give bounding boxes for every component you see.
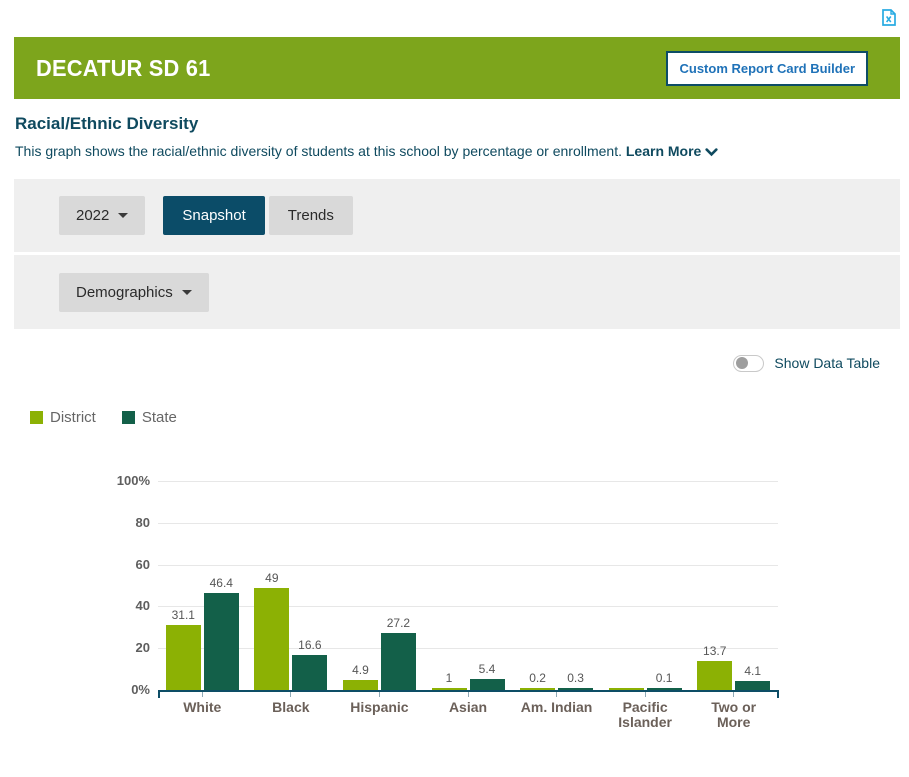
year-dropdown-value: 2022 <box>76 207 110 224</box>
main-content: Racial/Ethnic Diversity This graph shows… <box>0 114 909 743</box>
bar-value-label: 13.7 <box>703 644 727 659</box>
bar-district-two-or-more[interactable] <box>697 661 733 690</box>
bar-district-black[interactable] <box>254 587 290 690</box>
bar-value-label: 49 <box>265 570 279 585</box>
y-axis-tick-label: 100% <box>116 473 150 488</box>
chevron-down-icon <box>705 148 718 157</box>
gridline <box>158 522 778 524</box>
excel-export-icon[interactable] <box>882 9 896 26</box>
bar-district-white[interactable] <box>165 625 201 690</box>
bar-value-label: 46.4 <box>209 576 233 591</box>
bar-district-pacific-islander[interactable] <box>608 688 644 690</box>
tab-snapshot[interactable]: Snapshot <box>163 196 265 235</box>
learn-more-link[interactable]: Learn More <box>626 143 718 159</box>
category-label: Two or More <box>711 699 757 730</box>
bar-value-label: 27.2 <box>386 616 411 631</box>
bar-value-label: 31.1 <box>171 608 195 622</box>
bar-value-label: 16.6 <box>298 638 322 653</box>
demographics-dropdown-value: Demographics <box>76 283 173 301</box>
axis-end-tick <box>777 692 779 698</box>
custom-report-card-builder-button[interactable]: Custom Report Card Builder <box>666 50 868 86</box>
data-table-toggle-row: Show Data Table <box>0 350 909 376</box>
topbar <box>0 0 909 37</box>
caret-down-icon <box>118 213 129 218</box>
category-tick <box>733 692 735 697</box>
x-axis-line <box>158 690 779 692</box>
category-label: Pacific Islander <box>618 699 672 730</box>
category-label: Black <box>272 699 310 715</box>
gridline <box>158 606 778 608</box>
bar-chart: 100% 80 60 40 20 0% 31.1 46.4 White 49 16.6 Black 4.… <box>0 448 909 743</box>
gridline <box>158 564 778 566</box>
section-description: This graph shows the racial/ethnic diver… <box>15 143 909 159</box>
category-tick <box>467 692 469 697</box>
y-axis-tick-label: 20 <box>135 640 150 656</box>
category-tick <box>201 692 203 697</box>
category-tick <box>556 692 558 697</box>
caret-down-icon <box>181 289 192 295</box>
bar-state-black[interactable] <box>292 655 328 690</box>
show-data-table-toggle[interactable] <box>733 354 765 372</box>
show-data-table-label: Show Data Table <box>774 355 880 371</box>
demographics-dropdown[interactable]: Demographics <box>59 272 209 312</box>
category-label: Am. Indian <box>520 699 593 715</box>
year-and-view-controls: 2022 Snapshot Trends <box>14 179 900 252</box>
district-title: DECATUR SD 61 <box>36 54 211 81</box>
gridline <box>158 648 778 650</box>
bar-value-label: 4.9 <box>352 662 369 677</box>
category-label: Hispanic <box>350 699 409 715</box>
bar-state-white[interactable] <box>203 593 239 690</box>
axis-end-tick <box>158 692 160 698</box>
section-title: Racial/Ethnic Diversity <box>15 114 199 133</box>
chart-legend: District State <box>30 409 909 426</box>
category-controls: Demographics <box>14 255 900 329</box>
toggle-knob <box>736 357 749 369</box>
bar-district-am-indian[interactable] <box>520 688 556 690</box>
bar-value-label: 5.4 <box>478 661 496 676</box>
y-axis-tick-label: 80 <box>135 514 150 530</box>
district-banner: DECATUR SD 61 Custom Report Card Builder <box>14 37 900 99</box>
legend-label: District <box>50 409 96 426</box>
category-tick <box>378 692 380 697</box>
bar-value-label: 0.1 <box>655 671 673 685</box>
view-tabs: Snapshot Trends <box>163 196 353 235</box>
bar-state-am-indian[interactable] <box>558 688 594 690</box>
bar-district-hispanic[interactable] <box>342 679 378 690</box>
description-text: This graph shows the racial/ethnic diver… <box>15 143 622 159</box>
bar-value-label: 0.3 <box>567 671 584 685</box>
y-axis-tick-label: 0% <box>131 682 150 697</box>
state-color-swatch <box>121 411 135 424</box>
year-dropdown[interactable]: 2022 <box>59 196 146 235</box>
y-axis-tick-label: 40 <box>135 598 150 614</box>
category-label: White <box>183 699 222 715</box>
bar-value-label: 0.2 <box>529 671 546 685</box>
category-tick <box>644 692 646 697</box>
bar-state-hispanic[interactable] <box>380 633 416 690</box>
bar-district-asian[interactable] <box>431 687 467 690</box>
gridline <box>158 481 778 482</box>
legend-item-district[interactable]: District <box>30 409 96 426</box>
legend-item-state[interactable]: State <box>121 409 177 426</box>
bar-state-asian[interactable] <box>469 678 505 690</box>
district-color-swatch <box>30 411 43 424</box>
category-label: Asian <box>448 699 488 715</box>
y-axis-tick-label: 60 <box>135 556 150 572</box>
bar-value-label: 1 <box>445 670 453 685</box>
bar-state-pacific-islander[interactable] <box>646 688 682 690</box>
tab-trends[interactable]: Trends <box>268 196 353 235</box>
legend-label: State <box>141 409 177 426</box>
bar-state-two-or-more[interactable] <box>735 681 771 690</box>
category-tick <box>290 692 292 697</box>
bar-value-label: 4.1 <box>744 664 762 679</box>
